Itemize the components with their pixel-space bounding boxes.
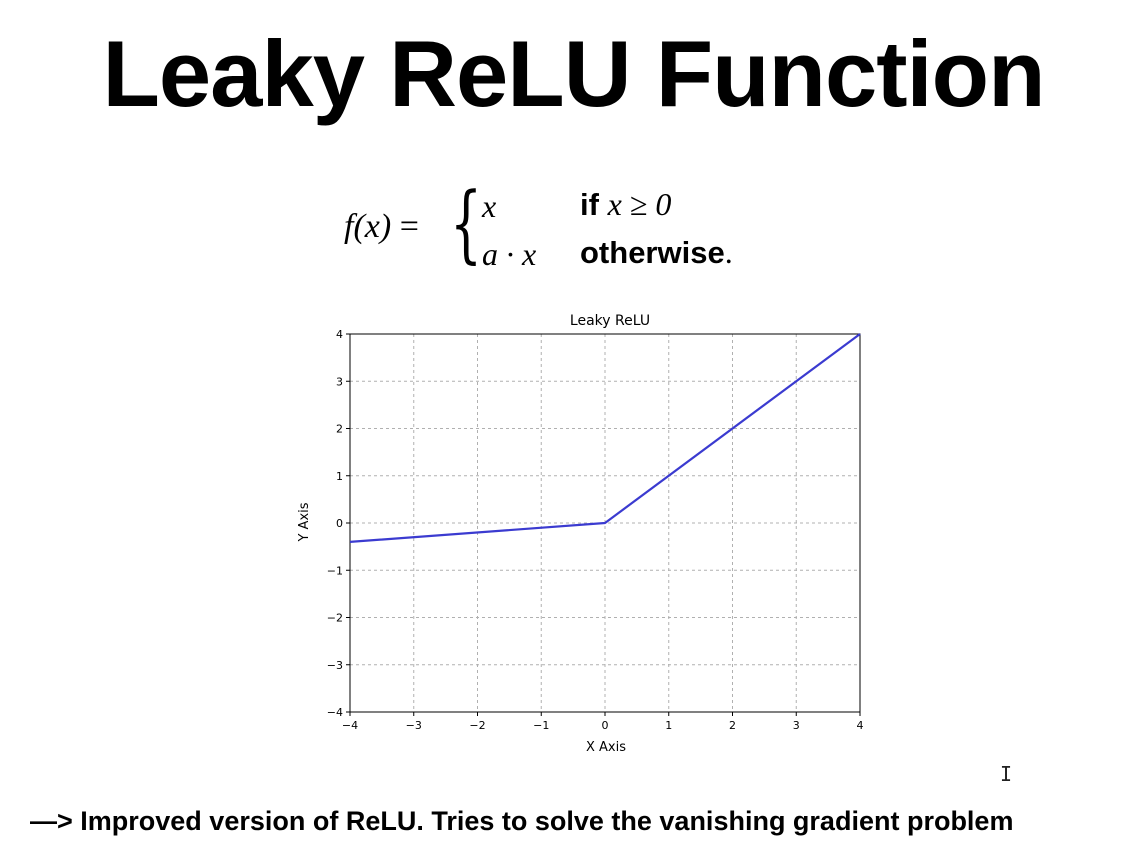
formula-brace: { (450, 174, 483, 272)
x-tick-label: 3 (793, 719, 800, 732)
y-tick-label: 1 (336, 470, 343, 483)
formula-case2-expr: a · x (482, 236, 537, 272)
text-cursor-icon: I (1000, 762, 1013, 786)
slide-title: Leaky ReLU Function (102, 21, 1045, 126)
chart-title: Leaky ReLU (570, 313, 650, 329)
y-tick-label: 2 (336, 423, 343, 436)
y-tick-label: 4 (336, 328, 343, 341)
y-tick-label: −1 (327, 564, 343, 577)
chart-y-axis-label: Y Axis (297, 502, 312, 542)
formula-fx: f(x) (344, 208, 392, 245)
y-tick-label: −2 (327, 612, 343, 625)
formula-lhs: f(x) = (344, 208, 419, 246)
chart-svg: Leaky ReLU X Axis Y Axis −4 −3 −2 −1 0 1 2 3 4 −4… (297, 313, 864, 755)
chart-x-axis-label: X Axis (586, 740, 626, 755)
x-tick-label: 1 (665, 719, 672, 732)
y-tick-label: −3 (327, 659, 343, 672)
formula-case1-expr: x (482, 188, 497, 224)
leaky-relu-formula: f(x) = { x if x ≥ 0 a · x otherwise. (340, 178, 800, 278)
leaky-relu-chart: Leaky ReLU X Axis Y Axis −4 −3 −2 −1 0 1 2 3 4 −4… (290, 305, 880, 765)
x-tick-label: 0 (602, 719, 609, 732)
formula-equals: = (391, 208, 419, 245)
x-tick-label: 2 (729, 719, 736, 732)
formula-case1-cond: if x ≥ 0 (580, 186, 672, 222)
x-tick-label: −1 (533, 719, 549, 732)
footer-note: —> Improved version of ReLU. Tries to so… (30, 806, 1014, 836)
x-tick-label: 4 (857, 719, 864, 732)
series-line-leaky-relu (349, 333, 861, 543)
x-tick-label: −4 (342, 719, 358, 732)
y-tick-label: 3 (336, 375, 343, 388)
x-tick-label: −2 (469, 719, 485, 732)
x-tick-label: −3 (406, 719, 422, 732)
y-tick-label: −4 (327, 706, 343, 719)
formula-case2-cond: otherwise. (580, 234, 733, 270)
y-tick-label: 0 (336, 517, 343, 530)
